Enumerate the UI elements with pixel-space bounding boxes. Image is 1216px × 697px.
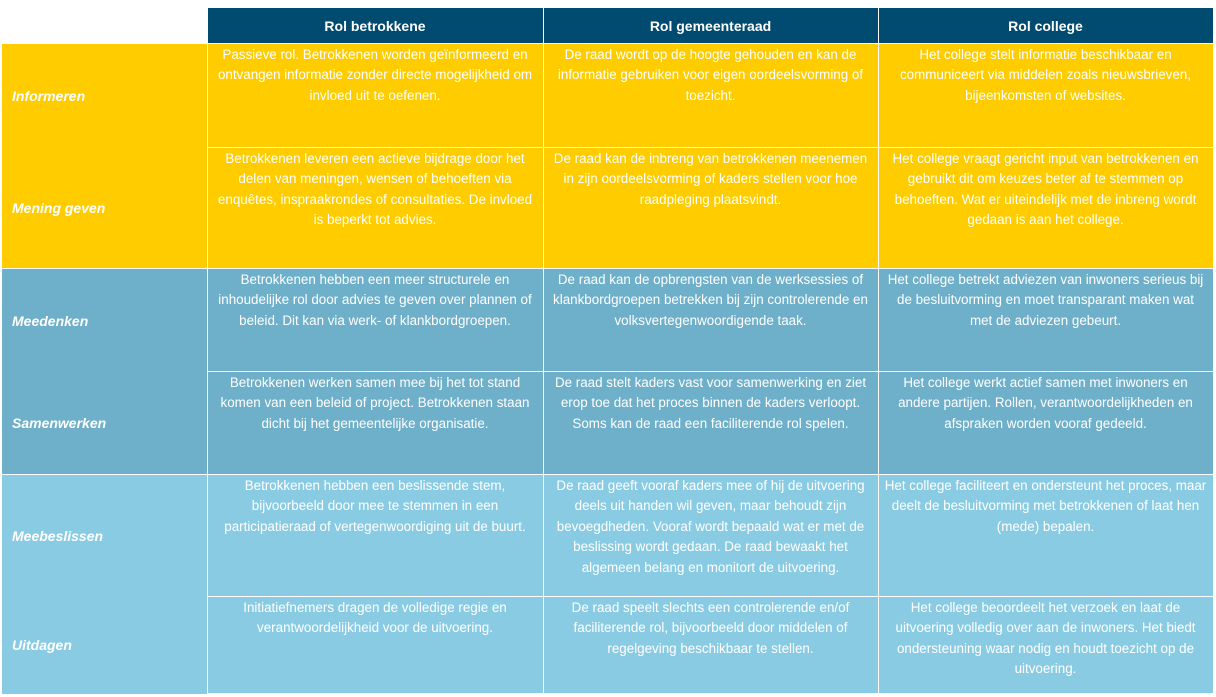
header-rol-college: Rol college bbox=[877, 8, 1214, 44]
table-row-meebeslissen: Meebeslissen Betrokkenen hebben een besl… bbox=[2, 474, 1214, 597]
table-row-mening-geven: Mening geven Betrokkenen leveren een act… bbox=[2, 147, 1214, 269]
table-row-informeren: Informeren Passieve rol. Betrokkenen wor… bbox=[2, 43, 1214, 148]
row-label: Mening geven bbox=[2, 147, 208, 269]
cell-betrokkene: Betrokkenen hebben een beslissende stem,… bbox=[206, 474, 544, 597]
header-rol-betrokkene: Rol betrokkene bbox=[206, 8, 544, 44]
header-rol-gemeenteraad: Rol gemeenteraad bbox=[542, 8, 879, 44]
row-label: Informeren bbox=[2, 43, 208, 148]
cell-college: Het college werkt actief samen met inwon… bbox=[877, 371, 1214, 475]
cell-college: Het college beoordeelt het verzoek en la… bbox=[877, 596, 1214, 694]
row-label: Uitdagen bbox=[2, 596, 208, 694]
table-row-meedenken: Meedenken Betrokkenen hebben een meer st… bbox=[2, 268, 1214, 372]
header-row: Rol betrokkene Rol gemeenteraad Rol coll… bbox=[2, 8, 1214, 44]
row-label: Samenwerken bbox=[2, 371, 208, 475]
participation-roles-table: Rol betrokkene Rol gemeenteraad Rol coll… bbox=[2, 8, 1214, 694]
corner-cell bbox=[2, 8, 207, 44]
row-label: Meebeslissen bbox=[2, 474, 208, 597]
cell-college: Het college stelt informatie beschikbaar… bbox=[877, 43, 1214, 148]
cell-gemeenteraad: De raad kan de opbrengsten van de werkse… bbox=[542, 268, 879, 372]
cell-gemeenteraad: De raad kan de inbreng van betrokkenen m… bbox=[542, 147, 879, 269]
cell-betrokkene: Betrokkenen leveren een actieve bijdrage… bbox=[206, 147, 544, 269]
cell-gemeenteraad: De raad stelt kaders vast voor samenwerk… bbox=[542, 371, 879, 475]
cell-college: Het college faciliteert en ondersteunt h… bbox=[877, 474, 1214, 597]
cell-college: Het college vraagt gericht input van bet… bbox=[877, 147, 1214, 269]
cell-betrokkene: Betrokkenen hebben een meer structurele … bbox=[206, 268, 544, 372]
cell-betrokkene: Betrokkenen werken samen mee bij het tot… bbox=[206, 371, 544, 475]
row-label: Meedenken bbox=[2, 268, 208, 372]
table-row-uitdagen: Uitdagen Initiatiefnemers dragen de voll… bbox=[2, 596, 1214, 694]
cell-gemeenteraad: De raad speelt slechts een controlerende… bbox=[542, 596, 879, 694]
cell-gemeenteraad: De raad geeft vooraf kaders mee of hij d… bbox=[542, 474, 879, 597]
table-row-samenwerken: Samenwerken Betrokkenen werken samen mee… bbox=[2, 371, 1214, 475]
cell-betrokkene: Passieve rol. Betrokkenen worden geïnfor… bbox=[206, 43, 544, 148]
cell-college: Het college betrekt adviezen van inwoner… bbox=[877, 268, 1214, 372]
cell-gemeenteraad: De raad wordt op de hoogte gehouden en k… bbox=[542, 43, 879, 148]
cell-betrokkene: Initiatiefnemers dragen de volledige reg… bbox=[206, 596, 544, 694]
